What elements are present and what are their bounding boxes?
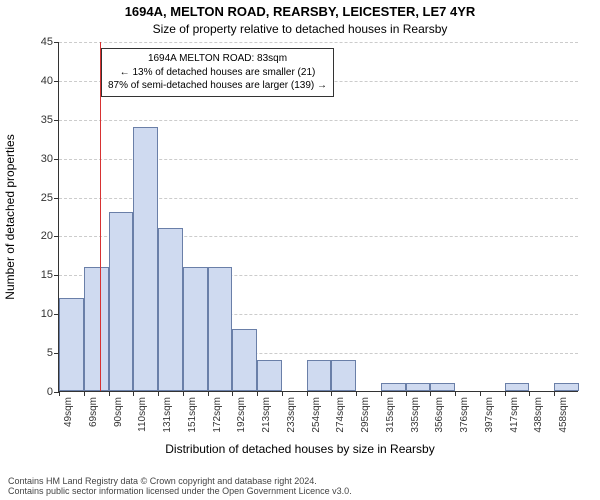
x-tick-label: 295sqm — [360, 397, 371, 433]
histogram-bar — [430, 383, 455, 391]
x-tick-label: 356sqm — [434, 397, 445, 433]
x-tick-label: 131sqm — [162, 397, 173, 433]
x-tick-mark — [59, 391, 60, 396]
x-tick-mark — [158, 391, 159, 396]
histogram-bar — [133, 127, 158, 391]
x-tick-mark — [84, 391, 85, 396]
histogram-bar — [554, 383, 579, 391]
histogram-bar — [505, 383, 530, 391]
x-tick-mark — [505, 391, 506, 396]
x-tick-label: 397sqm — [484, 397, 495, 433]
x-tick-label: 417sqm — [509, 397, 520, 433]
x-tick-mark — [232, 391, 233, 396]
attribution-line1: Contains HM Land Registry data © Crown c… — [8, 476, 592, 486]
x-tick-mark — [455, 391, 456, 396]
histogram-bar — [381, 383, 406, 391]
y-tick-mark — [54, 236, 59, 237]
histogram-bar — [257, 360, 282, 391]
y-tick-mark — [54, 159, 59, 160]
histogram-bar — [232, 329, 257, 391]
y-axis-label: Number of detached properties — [3, 134, 17, 299]
x-tick-mark — [307, 391, 308, 396]
y-tick-label: 0 — [47, 386, 53, 398]
y-tick-mark — [54, 275, 59, 276]
x-axis-label: Distribution of detached houses by size … — [0, 442, 600, 456]
y-tick-mark — [54, 42, 59, 43]
y-tick-label: 5 — [47, 347, 53, 359]
x-tick-label: 335sqm — [410, 397, 421, 433]
x-tick-label: 49sqm — [63, 397, 74, 427]
x-tick-label: 172sqm — [212, 397, 223, 433]
y-tick-label: 35 — [41, 114, 53, 126]
histogram-bar — [59, 298, 84, 391]
x-tick-mark — [282, 391, 283, 396]
x-tick-mark — [406, 391, 407, 396]
x-tick-label: 274sqm — [335, 397, 346, 433]
y-tick-label: 25 — [41, 192, 53, 204]
histogram-bar — [331, 360, 356, 391]
y-tick-label: 10 — [41, 308, 53, 320]
grid-line — [59, 42, 578, 43]
annotation-line2: ← 13% of detached houses are smaller (21… — [108, 66, 327, 80]
plot-area: 05101520253035404549sqm69sqm90sqm110sqm1… — [58, 42, 578, 392]
chart-container: 1694A, MELTON ROAD, REARSBY, LEICESTER, … — [0, 0, 600, 500]
x-tick-label: 192sqm — [236, 397, 247, 433]
x-tick-label: 254sqm — [311, 397, 322, 433]
x-tick-label: 69sqm — [88, 397, 99, 427]
annotation-line3: 87% of semi-detached houses are larger (… — [108, 79, 327, 93]
x-tick-mark — [331, 391, 332, 396]
y-tick-label: 40 — [41, 75, 53, 87]
histogram-bar — [158, 228, 183, 391]
chart-subtitle: Size of property relative to detached ho… — [0, 22, 600, 36]
chart-title: 1694A, MELTON ROAD, REARSBY, LEICESTER, … — [0, 4, 600, 19]
grid-line — [59, 120, 578, 121]
x-tick-mark — [183, 391, 184, 396]
y-tick-mark — [54, 81, 59, 82]
x-tick-mark — [133, 391, 134, 396]
x-tick-label: 90sqm — [113, 397, 124, 427]
x-tick-mark — [480, 391, 481, 396]
histogram-bar — [406, 383, 431, 391]
x-tick-mark — [208, 391, 209, 396]
attribution: Contains HM Land Registry data © Crown c… — [0, 476, 600, 496]
x-tick-label: 376sqm — [459, 397, 470, 433]
y-tick-mark — [54, 120, 59, 121]
histogram-bar — [183, 267, 208, 391]
x-tick-mark — [554, 391, 555, 396]
y-tick-label: 30 — [41, 153, 53, 165]
x-tick-mark — [109, 391, 110, 396]
attribution-line2: Contains public sector information licen… — [8, 486, 592, 496]
x-tick-mark — [257, 391, 258, 396]
x-tick-label: 458sqm — [558, 397, 569, 433]
x-tick-mark — [356, 391, 357, 396]
histogram-bar — [109, 212, 134, 391]
annotation-box: 1694A MELTON ROAD: 83sqm ← 13% of detach… — [101, 48, 334, 97]
x-tick-mark — [430, 391, 431, 396]
x-tick-mark — [381, 391, 382, 396]
x-tick-label: 233sqm — [286, 397, 297, 433]
y-tick-label: 20 — [41, 230, 53, 242]
histogram-bar — [84, 267, 109, 391]
histogram-bar — [208, 267, 233, 391]
y-tick-label: 45 — [41, 36, 53, 48]
annotation-line1: 1694A MELTON ROAD: 83sqm — [108, 52, 327, 66]
x-tick-label: 213sqm — [261, 397, 272, 433]
x-tick-label: 315sqm — [385, 397, 396, 433]
y-tick-mark — [54, 198, 59, 199]
y-tick-label: 15 — [41, 269, 53, 281]
x-tick-label: 110sqm — [137, 397, 148, 432]
x-tick-mark — [529, 391, 530, 396]
histogram-bar — [307, 360, 332, 391]
x-tick-label: 151sqm — [187, 397, 198, 433]
x-tick-label: 438sqm — [533, 397, 544, 433]
